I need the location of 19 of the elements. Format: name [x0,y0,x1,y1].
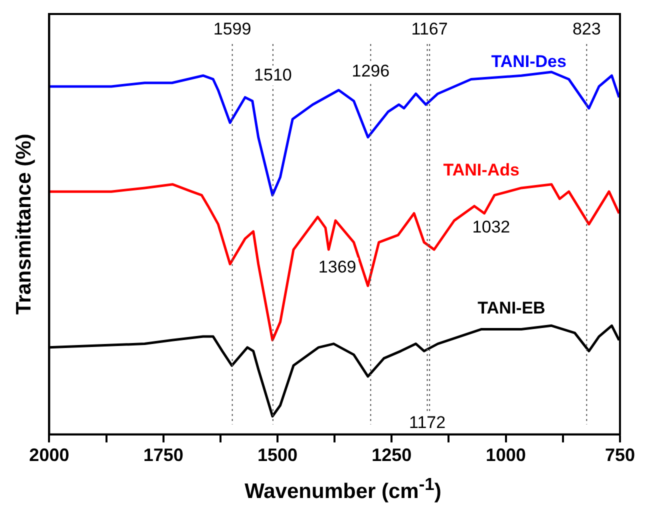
ref-line-label: 823 [572,20,601,39]
x-tick-label: 1750 [143,445,184,466]
x-tick-label: 1000 [486,445,526,466]
x-tick-label: 750 [604,445,636,466]
annotation: 1172 [409,413,446,432]
x-axis-title: Wavenumber (cm$^{-1}$) [244,474,442,504]
annotation: 1510 [254,65,292,84]
ref-line-label: 1167 [411,20,448,39]
annotation: 1032 [472,218,510,237]
annotation: 1296 [352,62,390,81]
annotation: 1369 [318,257,356,276]
x-tick-label: 1500 [257,445,298,466]
series-label: TANI-Des [491,52,566,71]
series-label: TANI-EB [478,298,546,318]
series-label: TANI-Ads [443,160,520,180]
y-axis-title: Transmittance (%) [12,134,36,315]
x-tick-label: 2000 [29,445,70,466]
ref-line-label: 1599 [213,20,252,39]
x-tick-label: 1250 [372,445,412,466]
